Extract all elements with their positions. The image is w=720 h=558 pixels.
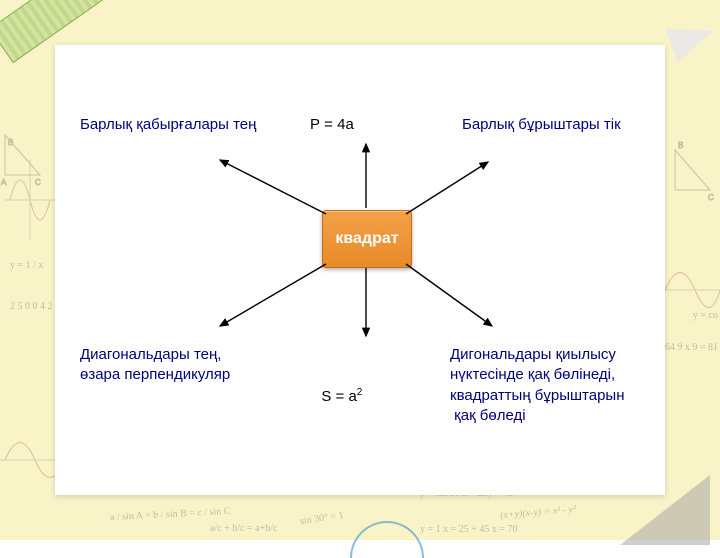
node-bottom-left: Диагональдары тең, өзара перпендикуляр [80, 345, 230, 386]
svg-text:A: A [1, 178, 7, 187]
formula-area-exponent: 2 [357, 387, 363, 398]
svg-text:C: C [708, 193, 714, 202]
node-bottom-center: S = а2 [313, 366, 362, 408]
center-concept-box: квадрат [322, 210, 412, 268]
node-bottom-right: Дигональдары қиылысу нүктесінде қақ бөлі… [450, 345, 625, 426]
node-top-right: Барлық бұрыштары тік [462, 115, 621, 135]
slide-area [55, 45, 665, 495]
svg-text:C: C [35, 178, 41, 187]
center-concept-label: квадрат [335, 230, 398, 248]
svg-text:B: B [8, 138, 13, 147]
formula-area-base: S = а [321, 388, 356, 405]
svg-text:B: B [678, 141, 683, 150]
node-top-left: Барлық қабырғалары тең [80, 115, 256, 135]
node-top-center: Р = 4а [310, 115, 354, 135]
